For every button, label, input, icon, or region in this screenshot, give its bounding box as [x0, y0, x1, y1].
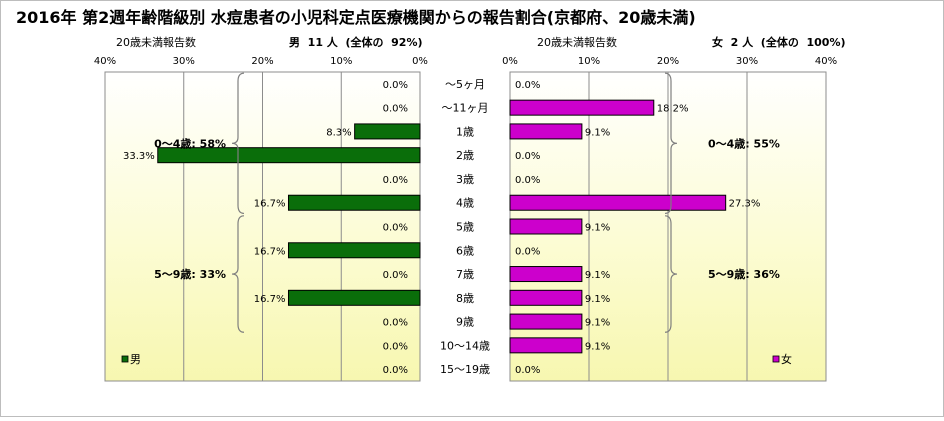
plot-layer: 40% 30% 20% 10% 0% 0% 10% 20% 30% 40% ～5ヶ月 ～11ヶ月 1歳 2… [94, 56, 837, 382]
left-x-tick-label: 0% [412, 56, 428, 67]
female-value-label: 0.0% [515, 365, 540, 376]
male-bar [287, 289, 421, 306]
right-x-tick-label: 40% [815, 56, 837, 67]
category-label: 10～14歳 [440, 339, 490, 352]
left-x-tick-label: 40% [94, 56, 116, 67]
category-label: 9歳 [456, 316, 474, 329]
right-header: 女 2 人 (全体の 100%) [712, 35, 846, 49]
left-x-tick-label: 30% [173, 56, 195, 67]
male-legend-swatch [121, 355, 129, 363]
male-value-label: 8.3% [326, 127, 351, 138]
category-label: 3歳 [456, 173, 474, 186]
male-value-label: 16.7% [254, 294, 286, 305]
male-bar [287, 242, 421, 259]
right-x-tick-label: 0% [502, 56, 518, 67]
female-value-label: 9.1% [585, 318, 610, 329]
male-value-label: 0.0% [383, 175, 408, 186]
male-bar [157, 147, 421, 164]
male-value-label: 16.7% [254, 199, 286, 210]
right-axis-label: 20歳未満報告数 [537, 36, 617, 49]
right-x-tick-label: 20% [657, 56, 679, 67]
female-value-label: 0.0% [515, 80, 540, 91]
male-value-label: 0.0% [383, 318, 408, 329]
category-label: ～5ヶ月 [445, 78, 485, 91]
category-label: 15～19歳 [440, 363, 490, 376]
left-x-tick-label: 10% [330, 56, 352, 67]
right-x-tick-label: 10% [578, 56, 600, 67]
female-value-label: 9.1% [585, 294, 610, 305]
male-value-label: 16.7% [254, 246, 286, 257]
male-bar [354, 123, 421, 140]
category-label: 5歳 [456, 221, 474, 234]
category-label: 8歳 [456, 292, 474, 305]
female-value-label: 9.1% [585, 341, 610, 352]
male-value-label: 0.0% [383, 80, 408, 91]
group-brace [664, 215, 678, 333]
female-value-label: 0.0% [515, 175, 540, 186]
group-brace [231, 215, 245, 333]
female-bar [509, 266, 583, 283]
male-value-label: 0.0% [383, 104, 408, 115]
female-bar [509, 123, 583, 140]
female-value-label: 18.2% [657, 104, 689, 115]
female-group-label: 0～4歳: 55% [708, 136, 780, 150]
female-bar [509, 218, 583, 235]
female-bar [509, 313, 583, 330]
left-axis-label: 20歳未満報告数 [116, 36, 196, 49]
group-brace [231, 72, 245, 215]
male-legend-label: 男 [130, 353, 141, 366]
female-value-label: 0.0% [515, 151, 540, 162]
male-value-label: 33.3% [123, 151, 155, 162]
male-bar [287, 194, 421, 211]
category-label: 2歳 [456, 149, 474, 162]
category-label: 1歳 [456, 125, 474, 138]
male-group-label: 0～4歳: 58% [154, 136, 226, 150]
female-value-label: 9.1% [585, 223, 610, 234]
male-group-label: 5～9歳: 33% [154, 267, 226, 281]
male-value-label: 0.0% [383, 341, 408, 352]
group-brace [664, 72, 678, 215]
male-value-label: 0.0% [383, 270, 408, 281]
male-value-label: 0.0% [383, 365, 408, 376]
category-label: ～11ヶ月 [442, 102, 489, 115]
chart-title: 2016年 第2週年齢階級別 水痘患者の小児科定点医療機関からの報告割合(京都府… [16, 8, 696, 27]
female-bar [509, 289, 583, 306]
female-bar [509, 99, 655, 116]
left-header: 男 11 人 (全体の 92%) [289, 35, 423, 49]
female-group-label: 5～9歳: 36% [708, 267, 780, 281]
female-bar [509, 194, 727, 211]
female-value-label: 27.3% [729, 199, 761, 210]
category-label: 7歳 [456, 268, 474, 281]
category-label: 4歳 [456, 197, 474, 210]
category-label: 6歳 [456, 244, 474, 257]
right-x-tick-label: 30% [736, 56, 758, 67]
female-value-label: 9.1% [585, 270, 610, 281]
female-value-label: 0.0% [515, 246, 540, 257]
female-bar [509, 337, 583, 354]
female-legend-label: 女 [781, 352, 792, 366]
female-legend-swatch [772, 355, 780, 363]
left-x-tick-label: 20% [251, 56, 273, 67]
male-value-label: 0.0% [383, 223, 408, 234]
female-value-label: 9.1% [585, 127, 610, 138]
